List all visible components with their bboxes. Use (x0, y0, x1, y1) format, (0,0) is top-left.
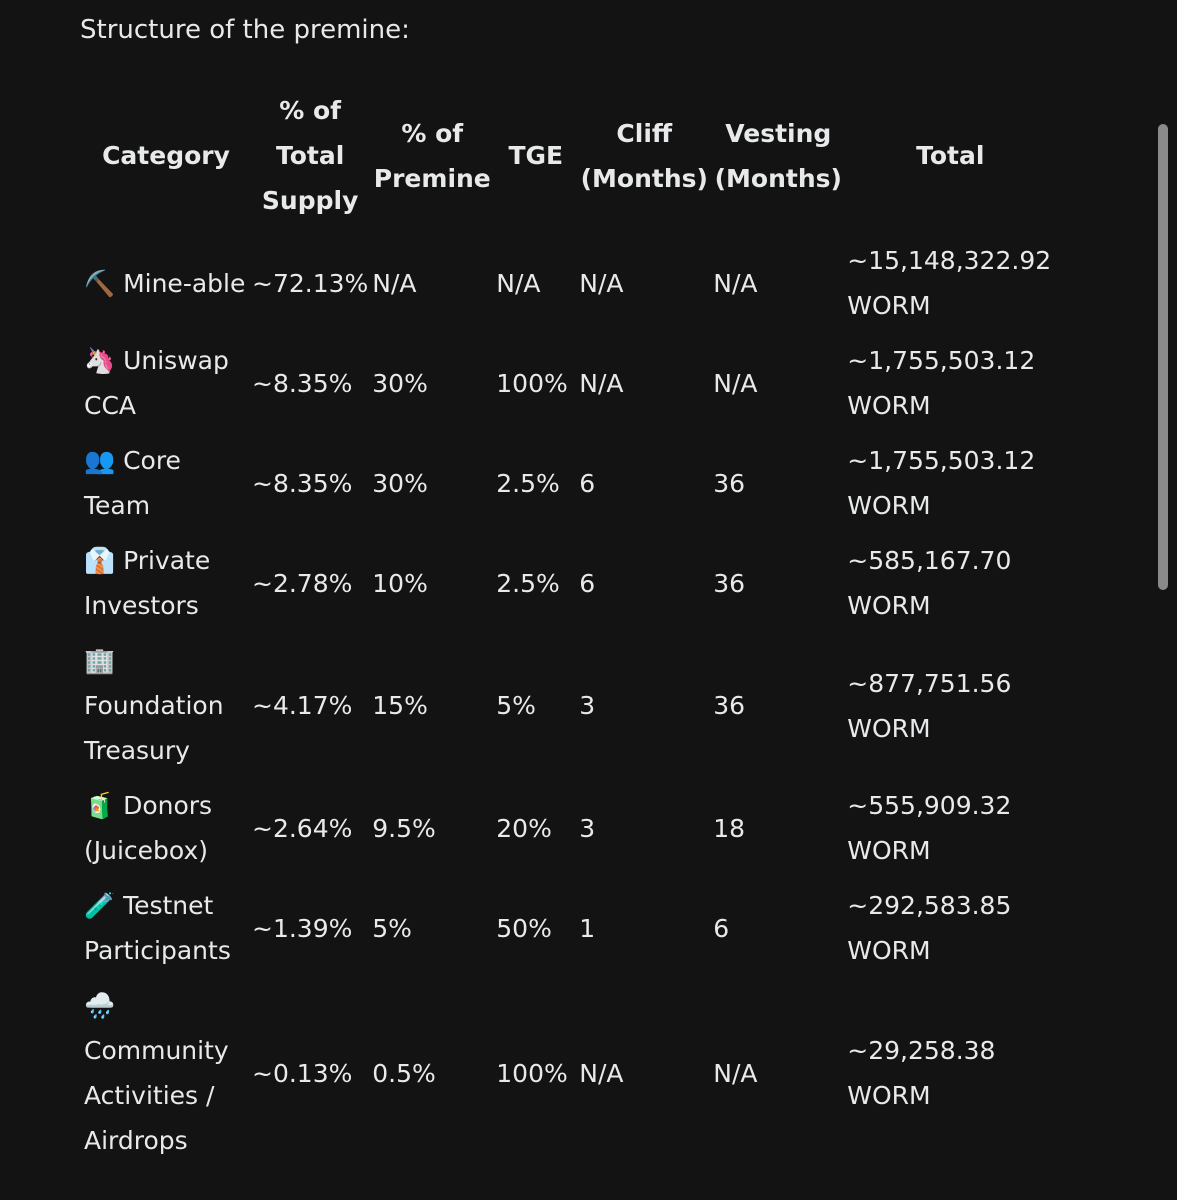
table-cell: 36 (713, 691, 746, 720)
table-cell: N/A (372, 268, 417, 298)
table-cell: 5% (372, 913, 412, 943)
scrollbar[interactable] (1158, 124, 1168, 590)
table-cell: N/A (713, 368, 758, 398)
column-header: TGE (508, 141, 564, 170)
table-cell: 36 (713, 468, 746, 498)
table-cell: 🧃 Donors (Juicebox) (84, 791, 213, 865)
table-cell: ~1,755,503.12 WORM (847, 446, 1036, 520)
table-cell: 20% (496, 813, 552, 843)
table-cell: ~8.35% (252, 368, 353, 398)
table-cell: ~585,167.70 WORM (847, 546, 1012, 620)
table-cell: 🧪 Testnet Participants (84, 891, 231, 965)
table-cell: 0.5% (372, 1058, 436, 1088)
header-row: Category % of Total Supply% of Premine TGE… (82, 88, 1055, 233)
table-cell: 30% (372, 468, 428, 498)
column-header: Total (916, 141, 985, 170)
table-cell: 6 (579, 468, 596, 498)
table-cell: 🌧️ Community Activities / Airdrops (84, 991, 229, 1155)
table-row: 🧪 Testnet Participants ~1.39% 5% 50% 1 6 ~292,… (82, 878, 1055, 978)
table-cell: 3 (579, 813, 596, 843)
table-row: 🧃 Donors (Juicebox) ~2.64% 9.5% 20% 3 18 ~555,… (82, 778, 1055, 878)
table-row: 🌧️ Community Activities / Airdrops ~0.13%… (82, 978, 1055, 1168)
table-cell: ~1,755,503.12 WORM (847, 346, 1036, 420)
table-cell: ~15,148,322.92 WORM (847, 246, 1052, 320)
table-cell: 3 (579, 691, 596, 720)
table-cell: 100% (496, 1058, 568, 1088)
table-cell: 6 (579, 568, 596, 598)
table-cell: 100% (496, 368, 568, 398)
table-cell: ~4.17% (252, 691, 353, 720)
table-cell: N/A (713, 268, 758, 298)
column-header: Category (102, 141, 230, 170)
table-cell: ~72.13% (252, 268, 369, 298)
table-cell: 5% (496, 691, 536, 720)
table-cell: N/A (496, 268, 541, 298)
table-cell: 36 (713, 568, 746, 598)
table-body: ⛏️ Mine-able ~72.13% N/A N/A N/A N/A ~15,148,3… (82, 233, 1055, 1168)
table-cell: 2.5% (496, 468, 560, 498)
table-cell: 18 (713, 813, 746, 843)
table-cell: N/A (713, 1058, 758, 1088)
table-row: 🏢 Foundation Treasury ~4.17% 15% 5% 3 36 ~877,… (82, 633, 1055, 778)
table-cell: ~2.78% (252, 568, 353, 598)
table-cell: 30% (372, 368, 428, 398)
table-cell: ~29,258.38 WORM (847, 1036, 996, 1110)
table-cell: ⛏️ Mine-able (84, 268, 246, 298)
table-cell: 🏢 Foundation Treasury (84, 646, 224, 765)
table-row: 👥 Core Team ~8.35% 30% 2.5% 6 36 ~1,755,503.12… (82, 433, 1055, 533)
table-cell: N/A (579, 1058, 624, 1088)
table-cell: 🦄 Uniswap CCA (84, 346, 229, 420)
table-cell: ~292,583.85 WORM (847, 891, 1012, 965)
table-cell: N/A (579, 368, 624, 398)
table-cell: 10% (372, 568, 428, 598)
table-cell: ~1.39% (252, 913, 353, 943)
table-cell: ~555,909.32 WORM (847, 791, 1012, 865)
table-cell: 👥 Core Team (84, 446, 181, 520)
table-cell: 9.5% (372, 813, 436, 843)
table-cell: ~877,751.56 WORM (847, 668, 1012, 743)
column-header: Cliff (Months) (580, 118, 708, 193)
table-cell: 2.5% (496, 568, 560, 598)
premine-table: Category % of Total Supply% of Premine TGE… (82, 88, 1055, 1168)
table-cell: 👔 Private Investors (84, 546, 211, 620)
column-header: Vesting (Months) (714, 118, 842, 193)
table-cell: 50% (496, 913, 552, 943)
column-header: % of Premine (373, 118, 491, 193)
table-cell: ~0.13% (252, 1058, 353, 1088)
column-header: % of Total Supply (261, 96, 359, 215)
table-cell: 1 (579, 913, 596, 943)
table-cell: ~8.35% (252, 468, 353, 498)
table-row: 🦄 Uniswap CCA ~8.35% 30% 100% N/A N/A ~1,755,5… (82, 333, 1055, 433)
table-row: 👔 Private Investors ~2.78% 10% 2.5% 6 36 ~585,… (82, 533, 1055, 633)
table-cell: ~2.64% (252, 813, 353, 843)
table-cell: 15% (372, 691, 428, 720)
table-cell: 6 (713, 913, 730, 943)
page-title: Structure of the premine: (80, 15, 410, 45)
table-cell: N/A (579, 268, 624, 298)
table-row: ⛏️ Mine-able ~72.13% N/A N/A N/A N/A ~15,148,3… (82, 233, 1055, 333)
